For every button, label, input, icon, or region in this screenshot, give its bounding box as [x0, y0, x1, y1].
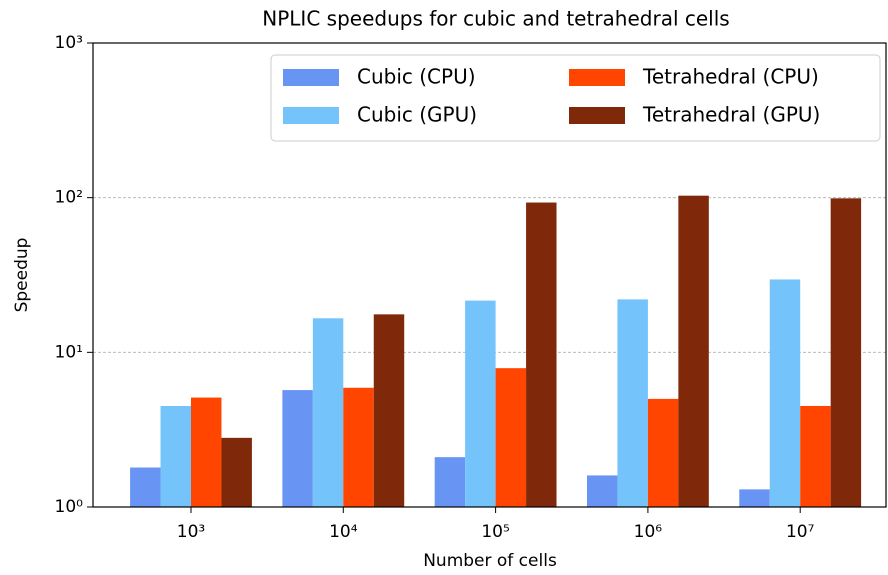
y-tick-label: 10²	[55, 188, 83, 208]
x-tick-label: 10³	[177, 522, 205, 542]
bar	[130, 467, 161, 507]
bar	[526, 202, 557, 507]
bar	[282, 390, 313, 507]
bar	[678, 195, 709, 507]
legend-swatch	[283, 107, 339, 124]
bar	[617, 299, 648, 507]
bar	[373, 314, 405, 507]
bar	[586, 475, 618, 507]
legend-box	[270, 54, 881, 142]
x-tick-label: 10⁷	[786, 522, 815, 542]
bar	[739, 489, 770, 507]
legend-swatch	[569, 107, 625, 124]
bar	[160, 405, 191, 507]
bar	[830, 198, 862, 508]
bar	[800, 405, 831, 507]
legend-swatch	[569, 69, 625, 86]
legend-label: Tetrahedral (CPU)	[642, 65, 819, 89]
legend: Cubic (CPU) Cubic (GPU) Tetrahedral (CPU) T…	[270, 54, 881, 142]
bar	[769, 279, 801, 507]
y-tick-label: 10⁰	[55, 497, 84, 517]
y-tick-label: 10¹	[55, 342, 83, 362]
bar	[221, 437, 252, 507]
bar	[465, 300, 496, 507]
legend-label: Cubic (CPU)	[357, 65, 476, 89]
bar	[312, 318, 344, 507]
y-axis-label: Speedup	[12, 238, 32, 313]
bar	[495, 368, 527, 507]
x-tick-label: 10⁴	[329, 522, 358, 542]
bar	[434, 457, 466, 507]
bar	[191, 397, 222, 507]
x-axis-label: Number of cells	[423, 551, 557, 571]
x-tick-label: 10⁶	[634, 522, 663, 542]
chart-title: NPLIC speedups for cubic and tetrahedral…	[262, 7, 729, 31]
bar	[647, 398, 679, 507]
legend-swatch	[283, 69, 339, 86]
plot-frame	[92, 42, 887, 508]
y-tick-label: 10³	[55, 33, 83, 53]
legend-label: Tetrahedral (GPU)	[642, 103, 820, 127]
legend-label: Cubic (GPU)	[357, 103, 477, 127]
bar	[343, 387, 374, 507]
x-tick-label: 10⁵	[481, 522, 509, 542]
